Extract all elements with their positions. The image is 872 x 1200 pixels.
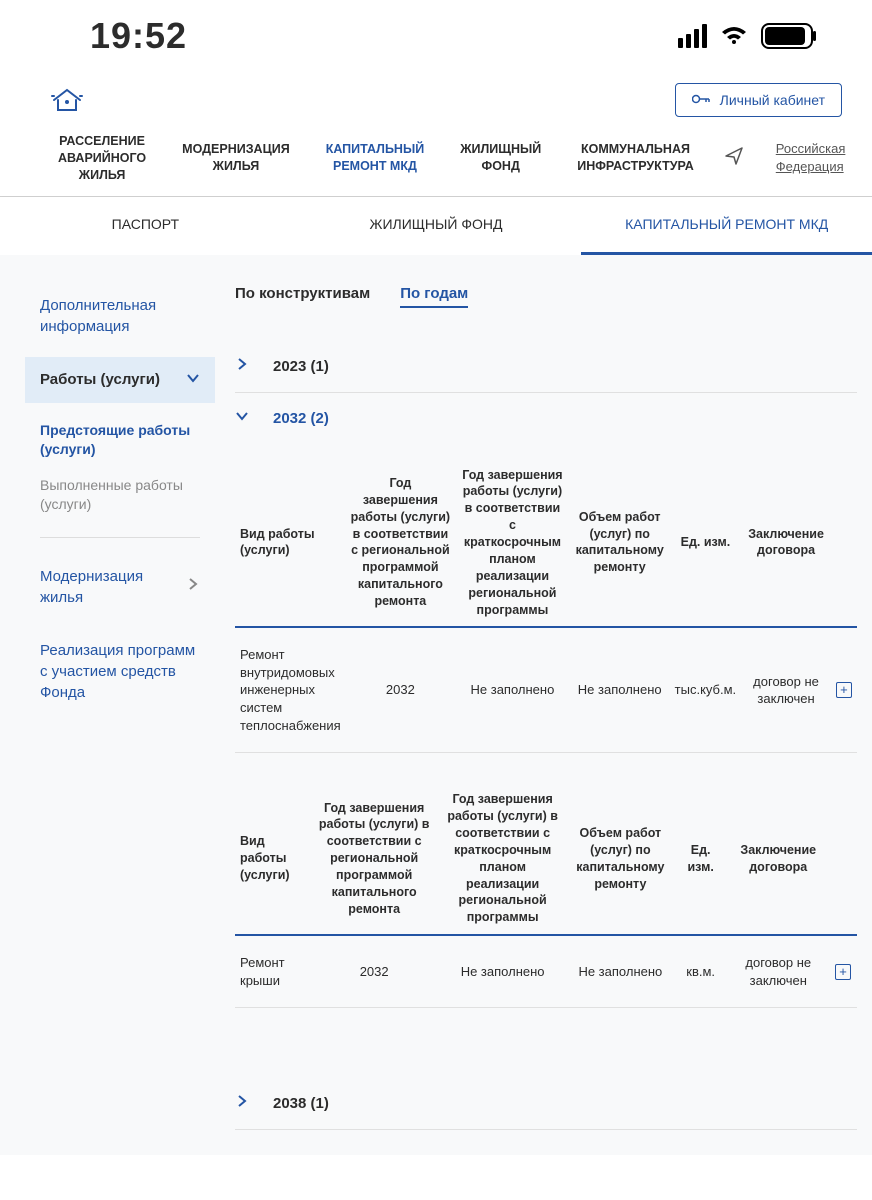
status-icons xyxy=(678,23,817,49)
sub-nav: ПАСПОРТ ЖИЛИЩНЫЙ ФОНД КАПИТАЛЬНЫЙ РЕМОНТ… xyxy=(0,197,872,255)
status-bar: 19:52 xyxy=(0,0,872,77)
cell-year-regional: 2032 xyxy=(346,627,455,752)
nav-item-capital-repair[interactable]: КАПИТАЛЬНЫЙ РЕМОНТ МКД xyxy=(308,141,443,175)
send-icon[interactable] xyxy=(712,146,756,171)
cell-volume: Не заполнено xyxy=(570,627,670,752)
region-link[interactable]: Российская Федерация xyxy=(756,140,846,176)
th-year-short: Год завершения работы (услуги) в соответ… xyxy=(455,459,570,628)
sidebar-additional-info[interactable]: Дополнительная информация xyxy=(25,285,215,347)
tab-by-constructive[interactable]: По конструктивам xyxy=(235,285,370,308)
sub-nav-capital-repair[interactable]: КАПИТАЛЬНЫЙ РЕМОНТ МКД xyxy=(581,197,872,255)
cell-year-short: Не заполнено xyxy=(455,627,570,752)
tab-by-years[interactable]: По годам xyxy=(400,285,468,308)
year-row-2038[interactable]: 2038 (1) xyxy=(235,1078,857,1130)
th-unit: Ед. изм. xyxy=(674,783,728,935)
cell-year-short: Не заполнено xyxy=(438,935,566,1008)
key-icon xyxy=(692,92,710,108)
nav-item-resettlement[interactable]: РАССЕЛЕНИЕ АВАРИЙНОГО ЖИЛЬЯ xyxy=(40,133,164,184)
expand-button[interactable]: + xyxy=(836,682,852,698)
logo-icon[interactable] xyxy=(50,86,84,114)
main-nav: РАССЕЛЕНИЕ АВАРИЙНОГО ЖИЛЬЯ МОДЕРНИЗАЦИЯ… xyxy=(0,123,872,197)
th-expand xyxy=(831,459,857,628)
chevron-down-icon xyxy=(186,371,200,389)
sidebar-upcoming-works[interactable]: Предстоящие работы (услуги) xyxy=(25,413,215,468)
content: Дополнительная информация Работы (услуги… xyxy=(0,255,872,1155)
th-year-short: Год завершения работы (услуги) в соответ… xyxy=(438,783,566,935)
year-row-2023[interactable]: 2023 (1) xyxy=(235,341,857,393)
table-row: Ремонт крыши 2032 Не заполнено Не заполн… xyxy=(235,935,857,1008)
cell-contract: договор не заключен xyxy=(741,627,831,752)
th-contract: Заключение договора xyxy=(741,459,831,628)
cell-unit: тыс.куб.м. xyxy=(670,627,742,752)
chevron-right-icon xyxy=(186,576,200,597)
expand-button[interactable]: + xyxy=(835,964,851,980)
year-label: 2023 (1) xyxy=(273,358,329,375)
table-row: Ремонт внутридомовых инженерных систем т… xyxy=(235,627,857,752)
signal-icon xyxy=(678,24,707,48)
tabs: По конструктивам По годам xyxy=(235,285,857,316)
main: По конструктивам По годам 2023 (1) 2032 … xyxy=(215,285,872,1155)
sub-nav-housing-fund[interactable]: ЖИЛИЩНЫЙ ФОНД xyxy=(291,197,582,255)
th-year-regional: Год завершения работы (услуги) в соответ… xyxy=(346,459,455,628)
personal-cabinet-button[interactable]: Личный кабинет xyxy=(675,83,842,117)
th-work-type: Вид работы (услуги) xyxy=(235,783,310,935)
works-table-2: Вид работы (услуги) Год завершения работ… xyxy=(235,783,857,1008)
sidebar-completed-works[interactable]: Выполненные работы (услуги) xyxy=(25,468,215,523)
sidebar-modernization[interactable]: Модернизация жилья xyxy=(25,552,215,622)
sub-nav-passport[interactable]: ПАСПОРТ xyxy=(0,197,291,255)
cell-contract: договор не заключен xyxy=(727,935,829,1008)
th-volume: Объем работ (услуг) по капитальному ремо… xyxy=(570,459,670,628)
chevron-right-icon xyxy=(235,1094,249,1113)
header: Личный кабинет xyxy=(0,77,872,123)
wifi-icon xyxy=(719,25,749,47)
chevron-down-icon xyxy=(235,409,249,428)
sidebar-programs[interactable]: Реализация программ с участием средств Ф… xyxy=(25,622,215,713)
cell-unit: кв.м. xyxy=(674,935,728,1008)
sidebar-works-label: Работы (услуги) xyxy=(40,371,160,388)
th-contract: Заключение договора xyxy=(727,783,829,935)
cell-year-regional: 2032 xyxy=(310,935,438,1008)
divider xyxy=(40,537,200,538)
year-row-2032[interactable]: 2032 (2) xyxy=(235,393,857,444)
time: 19:52 xyxy=(90,15,187,57)
nav-item-infrastructure[interactable]: КОММУНАЛЬНАЯ ИНФРАСТРУКТУРА xyxy=(559,141,712,175)
year-label: 2038 (1) xyxy=(273,1095,329,1112)
nav-item-housing-fund[interactable]: ЖИЛИЩНЫЙ ФОНД xyxy=(442,141,559,175)
cell-volume: Не заполнено xyxy=(567,935,674,1008)
year-label: 2032 (2) xyxy=(273,410,329,427)
nav-item-modernization[interactable]: МОДЕРНИЗАЦИЯ ЖИЛЬЯ xyxy=(164,141,308,175)
chevron-right-icon xyxy=(235,357,249,376)
sidebar-works-section[interactable]: Работы (услуги) xyxy=(25,357,215,403)
th-expand xyxy=(829,783,857,935)
cell-work-type: Ремонт крыши xyxy=(235,935,310,1008)
th-year-regional: Год завершения работы (услуги) в соответ… xyxy=(310,783,438,935)
cabinet-label: Личный кабинет xyxy=(720,92,825,108)
sidebar: Дополнительная информация Работы (услуги… xyxy=(0,285,215,1155)
cell-work-type: Ремонт внутридомовых инженерных систем т… xyxy=(235,627,346,752)
works-table-1: Вид работы (услуги) Год завершения работ… xyxy=(235,459,857,754)
sidebar-modernization-label: Модернизация жилья xyxy=(40,566,186,608)
th-volume: Объем работ (услуг) по капитальному ремо… xyxy=(567,783,674,935)
battery-icon xyxy=(761,23,817,49)
th-unit: Ед. изм. xyxy=(670,459,742,628)
th-work-type: Вид работы (услуги) xyxy=(235,459,346,628)
